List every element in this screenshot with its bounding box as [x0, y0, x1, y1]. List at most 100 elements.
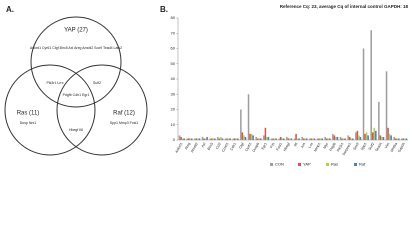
bar	[309, 138, 311, 140]
bar	[348, 136, 351, 140]
bar	[235, 138, 238, 140]
bar	[379, 135, 382, 140]
bar	[260, 138, 262, 140]
x-tick-label: Fosl1	[275, 142, 283, 151]
x-tick-label: Sulf2	[368, 142, 375, 151]
bar	[342, 138, 345, 140]
x-tick-label: Ctgf	[238, 142, 245, 150]
bar	[402, 138, 405, 140]
y-tick-label: 0	[173, 137, 176, 142]
figure: A. B. YAP (27) Ankrd1 Cyr61 Ctgf Birc5 A…	[4, 4, 408, 167]
x-tick-label: Dusp6	[252, 142, 261, 153]
bar	[373, 127, 376, 140]
bar	[394, 138, 397, 140]
bar	[218, 138, 221, 140]
x-tick-label: Wnt5a	[390, 142, 399, 153]
bar	[240, 109, 242, 140]
bar	[279, 136, 282, 140]
bar	[387, 127, 389, 140]
bar	[396, 138, 399, 140]
bar	[404, 138, 406, 140]
bar	[270, 138, 273, 140]
bar	[401, 138, 403, 140]
bar	[316, 138, 319, 140]
bar	[385, 71, 388, 140]
region-text: Pik3r1 Lrrc	[47, 81, 64, 85]
bar	[214, 138, 216, 140]
bar	[178, 135, 181, 140]
x-tick-label: Tead4	[375, 142, 383, 152]
x-tick-label: Cdh1	[230, 142, 238, 151]
bar	[194, 138, 196, 140]
bar	[329, 138, 331, 140]
bar	[302, 138, 305, 140]
bar	[256, 138, 259, 140]
y-tick-label: 80	[171, 15, 176, 20]
x-tick-label: Lox	[308, 142, 314, 149]
bar	[241, 132, 244, 140]
region-text: Pdgfb Cdh1 Egr1	[63, 93, 90, 97]
bar	[355, 132, 357, 140]
bar	[324, 136, 326, 140]
bar	[244, 136, 247, 140]
venn	[4, 16, 148, 156]
bar	[181, 138, 184, 140]
y-tick-label: 30	[171, 91, 176, 96]
bar	[378, 101, 380, 140]
legend-label: YAP	[303, 162, 311, 167]
bar	[381, 136, 383, 140]
bar	[382, 136, 385, 140]
bar	[203, 138, 205, 140]
bar	[287, 138, 290, 140]
bar	[272, 138, 274, 140]
bar	[191, 138, 193, 140]
bar	[233, 138, 236, 140]
bar	[333, 135, 336, 140]
x-tick-label: Il6	[293, 142, 298, 147]
bar	[359, 136, 362, 140]
region-text: Hbegf Il6	[69, 128, 83, 132]
bar	[263, 135, 265, 140]
legend-label: Ras	[331, 162, 338, 167]
bar	[224, 138, 227, 140]
bar	[313, 138, 316, 140]
bar	[186, 138, 188, 140]
bar	[365, 132, 368, 140]
bar	[187, 138, 190, 140]
bar	[304, 138, 307, 140]
region-text: Ankrd1 Cyr61 Ctgf Birc5 Axl Areg Amotl2 …	[30, 46, 122, 50]
bar	[278, 138, 280, 140]
legend-swatch	[326, 163, 329, 166]
bar	[312, 138, 314, 140]
bar	[295, 133, 297, 140]
bar	[250, 133, 253, 140]
bar	[336, 136, 339, 140]
x-tick-label: Hbegf	[283, 142, 291, 152]
bar	[201, 136, 204, 140]
bar	[217, 136, 219, 140]
legend-label: Raf	[359, 162, 366, 167]
bar	[226, 138, 228, 140]
y-tick-label: 60	[171, 46, 176, 51]
x-tick-label: Spp1	[360, 142, 368, 151]
bar	[332, 133, 334, 140]
x-tick-label: Ankrd1	[174, 142, 183, 154]
bar	[318, 138, 320, 140]
bar	[206, 136, 208, 140]
bar	[183, 138, 185, 140]
x-tick-label: Fos	[269, 142, 276, 149]
bar	[356, 130, 359, 140]
region-text: Spp1 Mmp3 Fosl1	[110, 121, 138, 125]
bar	[252, 135, 254, 140]
x-tick-label: Gapdh	[397, 142, 406, 153]
bar	[281, 138, 284, 140]
venn-circle	[4, 64, 96, 156]
bar	[195, 138, 198, 140]
bar	[198, 138, 201, 140]
bar	[227, 138, 230, 140]
bar	[212, 138, 215, 140]
legend-swatch	[298, 163, 301, 166]
bar	[204, 138, 207, 140]
bar	[229, 138, 231, 140]
bar	[405, 138, 408, 140]
